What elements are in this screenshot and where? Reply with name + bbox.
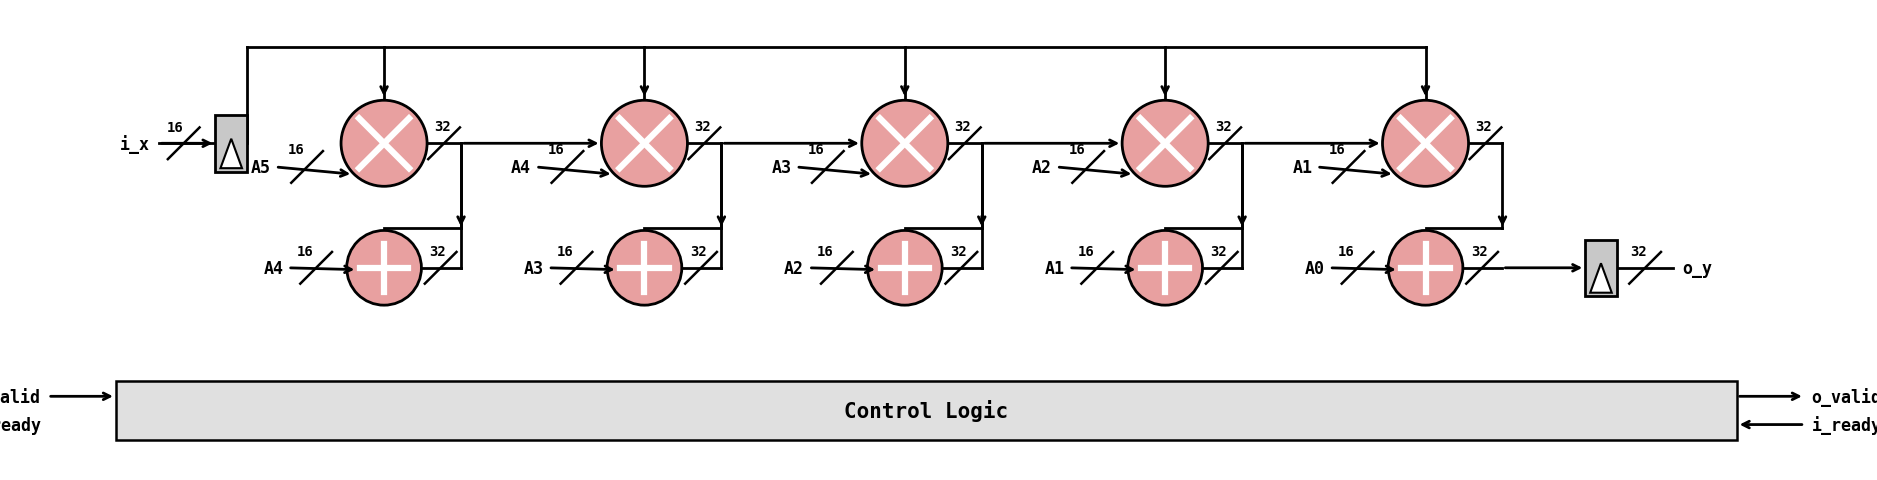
Text: 32: 32 [1631,244,1648,258]
Text: 16: 16 [167,121,184,135]
FancyBboxPatch shape [116,381,1736,440]
Text: 16: 16 [816,244,833,258]
Text: 32: 32 [694,120,711,134]
Circle shape [342,101,428,187]
Text: 16: 16 [1338,244,1355,258]
Text: 32: 32 [430,244,447,258]
Text: i_x: i_x [120,134,150,154]
Text: 32: 32 [1214,120,1231,134]
Text: 32: 32 [1211,244,1228,258]
Text: 16: 16 [557,244,574,258]
Text: 16: 16 [1329,143,1346,156]
Text: A2: A2 [1032,158,1051,177]
Text: A0: A0 [1305,259,1325,277]
Circle shape [1122,101,1209,187]
Circle shape [347,231,422,306]
Polygon shape [1590,264,1612,293]
Circle shape [606,231,681,306]
Text: A3: A3 [771,158,792,177]
Text: o_y: o_y [1682,259,1712,277]
Text: i_valid: i_valid [0,387,41,406]
Bar [216,116,248,172]
Text: 16: 16 [809,143,824,156]
Text: A4: A4 [511,158,531,177]
Circle shape [601,101,687,187]
Circle shape [862,101,948,187]
Text: A4: A4 [263,259,283,277]
Text: 16: 16 [1068,143,1085,156]
Text: A5: A5 [252,158,270,177]
Text: A1: A1 [1291,158,1312,177]
Circle shape [1389,231,1462,306]
Circle shape [1383,101,1468,187]
Text: 32: 32 [1475,120,1492,134]
Text: A2: A2 [785,259,803,277]
Text: A3: A3 [524,259,544,277]
Text: i_ready: i_ready [1811,415,1877,434]
Text: Control Logic: Control Logic [845,400,1008,421]
Text: 16: 16 [1077,244,1094,258]
Text: 32: 32 [434,120,450,134]
Text: 16: 16 [287,143,304,156]
Circle shape [867,231,942,306]
Circle shape [1128,231,1203,306]
Text: o_ready: o_ready [0,416,41,433]
Text: 32: 32 [1472,244,1488,258]
Text: 32: 32 [950,244,967,258]
Text: 16: 16 [548,143,565,156]
Text: 32: 32 [955,120,970,134]
Text: A1: A1 [1044,259,1064,277]
Text: 16: 16 [297,244,313,258]
Text: o_valid: o_valid [1811,387,1877,406]
Polygon shape [220,140,242,169]
Bar [1584,240,1616,297]
Text: 32: 32 [689,244,706,258]
